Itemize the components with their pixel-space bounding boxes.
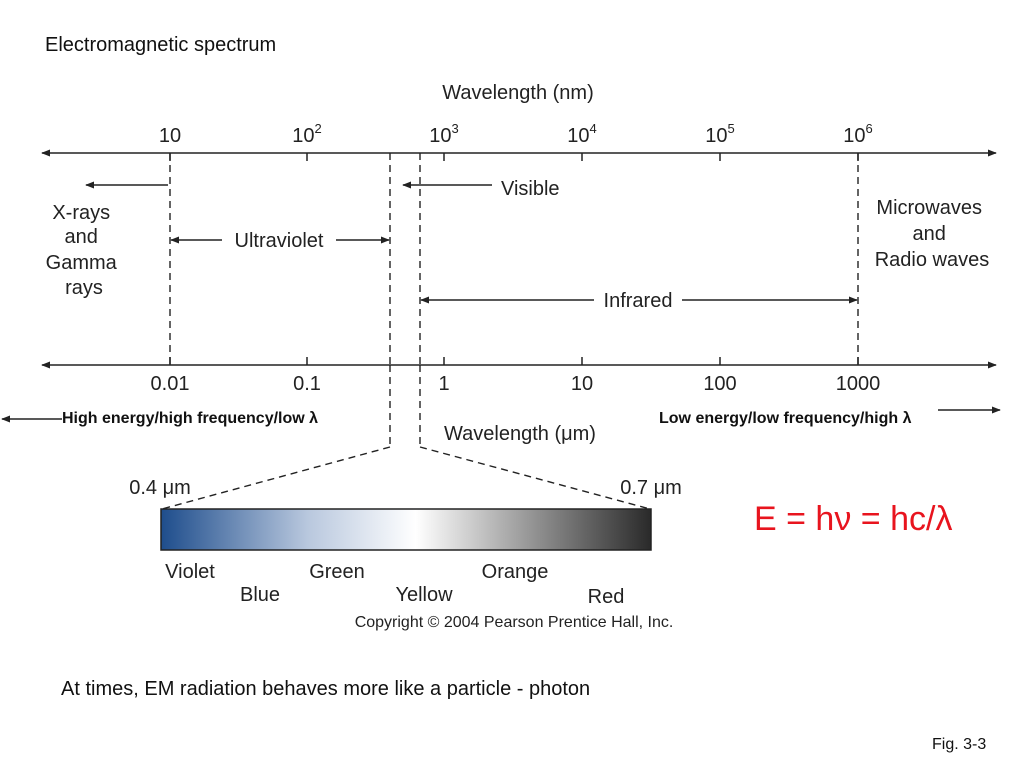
color-green: Green	[309, 561, 365, 583]
xray-line-1: X-rays	[52, 202, 110, 224]
top-axis-title: Wavelength (nm)	[442, 82, 594, 104]
top-tick-label: 105	[705, 121, 734, 147]
top-tick-label: 104	[567, 121, 596, 147]
energy-formula: E = hν = hc/λ	[754, 500, 953, 538]
band-end-label: 0.7 μm	[620, 477, 682, 499]
top-tick-label: 10	[159, 125, 181, 147]
bottom-axis-title: Wavelength (μm)	[444, 423, 596, 445]
region-infrared-label: Infrared	[604, 290, 673, 312]
top-tick-exponent: 6	[866, 121, 873, 136]
top-tick-label: 106	[843, 121, 872, 147]
bottom-tick-label: 1000	[836, 373, 881, 395]
visible-spectrum-bar	[160, 508, 652, 551]
low-energy-label: Low energy/low frequency/high λ	[659, 410, 912, 427]
region-visible-label: Visible	[501, 178, 560, 200]
color-yellow: Yellow	[395, 584, 453, 606]
xray-line-4: rays	[65, 277, 103, 299]
high-energy-label: High energy/high frequency/low λ	[62, 410, 319, 427]
top-tick-base: 10	[429, 125, 451, 147]
color-red: Red	[588, 586, 625, 608]
band-start-label: 0.4 μm	[129, 477, 191, 499]
top-tick-base: 10	[843, 125, 865, 147]
em-spectrum-diagram: Wavelength (nm) 10 102 103 104 105 106 X-rays…	[1, 82, 1001, 631]
microwave-line-3: Radio waves	[875, 249, 990, 271]
bottom-tick-label: 10	[571, 373, 593, 395]
slide-title: Electromagnetic spectrum	[45, 34, 277, 56]
top-tick-label: 103	[429, 121, 458, 147]
top-tick-label: 102	[292, 121, 321, 147]
top-tick-exponent: 5	[728, 121, 735, 136]
bottom-tick-label: 0.1	[293, 373, 321, 395]
color-violet: Violet	[165, 561, 215, 583]
top-tick-base: 10	[159, 125, 181, 147]
bottom-tick-label: 100	[703, 373, 736, 395]
microwave-line-2: and	[913, 223, 946, 245]
top-tick-exponent: 3	[452, 121, 459, 136]
top-tick-exponent: 2	[315, 121, 322, 136]
zoom-line-left-diagonal	[161, 446, 391, 510]
footer-note: At times, EM radiation behaves more like…	[61, 678, 591, 700]
xray-line-2: and	[65, 226, 98, 248]
bottom-tick-label: 1	[438, 373, 449, 395]
region-xray-label: X-rays and Gamma rays	[46, 202, 123, 299]
top-tick-exponent: 4	[590, 121, 597, 136]
copyright: Copyright © 2004 Pearson Prentice Hall, …	[355, 614, 674, 631]
microwave-line-1: Microwaves	[876, 197, 982, 219]
region-ultraviolet-label: Ultraviolet	[235, 230, 324, 252]
top-tick-base: 10	[292, 125, 314, 147]
fig-label: Fig. 3-3	[932, 736, 987, 753]
zoom-line-right-diagonal	[419, 446, 651, 510]
top-tick-base: 10	[567, 125, 589, 147]
region-microwave-label: Microwaves and Radio waves	[875, 197, 990, 271]
xray-line-3: Gamma	[46, 252, 118, 274]
color-orange: Orange	[482, 561, 549, 583]
color-blue: Blue	[240, 584, 280, 606]
top-tick-base: 10	[705, 125, 727, 147]
bottom-tick-label: 0.01	[151, 373, 190, 395]
